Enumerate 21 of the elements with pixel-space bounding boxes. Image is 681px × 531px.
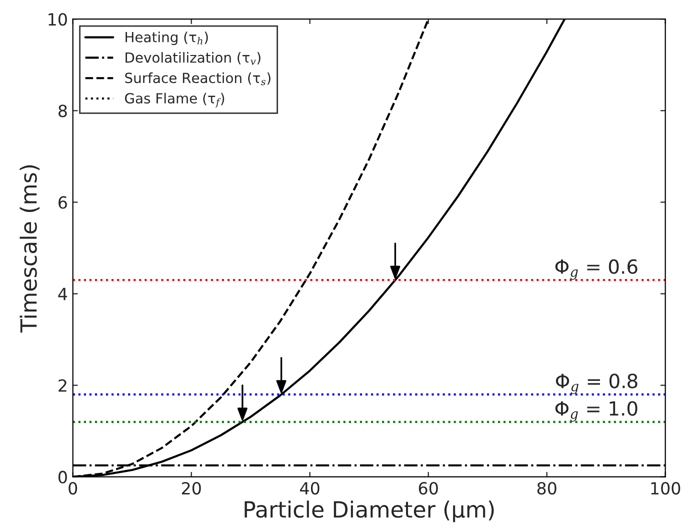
y-tick-label: 0 xyxy=(58,470,67,484)
y-tick-label: 2 xyxy=(58,379,66,392)
annotation: Φ$_{g}$ = 0.6 xyxy=(555,259,638,280)
y-tick-label: 10 xyxy=(48,13,67,26)
x-tick-label: 20 xyxy=(182,482,201,495)
annotation: Φ$_{g}$ = 1.0 xyxy=(555,401,638,422)
x-tick-label: 100 xyxy=(651,482,680,495)
legend-label: Devolatilization (τ$_{v}$) xyxy=(126,52,260,65)
y-tick-label: 4 xyxy=(58,288,68,300)
legend-label: Surface Reaction (τ$_{s}$) xyxy=(125,72,270,86)
x-tick-label: 60 xyxy=(418,482,438,495)
annotation: Φ$_{g}$ = 0.8 xyxy=(556,374,638,394)
x-tick-label: 80 xyxy=(537,482,556,495)
y-axis-title: Timescale (ms) xyxy=(20,165,40,333)
legend-label: Heating (τ$_{h}$) xyxy=(126,32,208,46)
x-tick-label: 0 xyxy=(68,482,78,495)
legend-label: Gas Flame (τ$_{f}$) xyxy=(125,92,224,108)
x-axis-title: Particle Diameter (μm) xyxy=(244,500,494,522)
x-tick-label: 40 xyxy=(300,482,320,495)
y-tick-label: 8 xyxy=(58,104,67,118)
y-tick-label: 6 xyxy=(58,196,67,209)
